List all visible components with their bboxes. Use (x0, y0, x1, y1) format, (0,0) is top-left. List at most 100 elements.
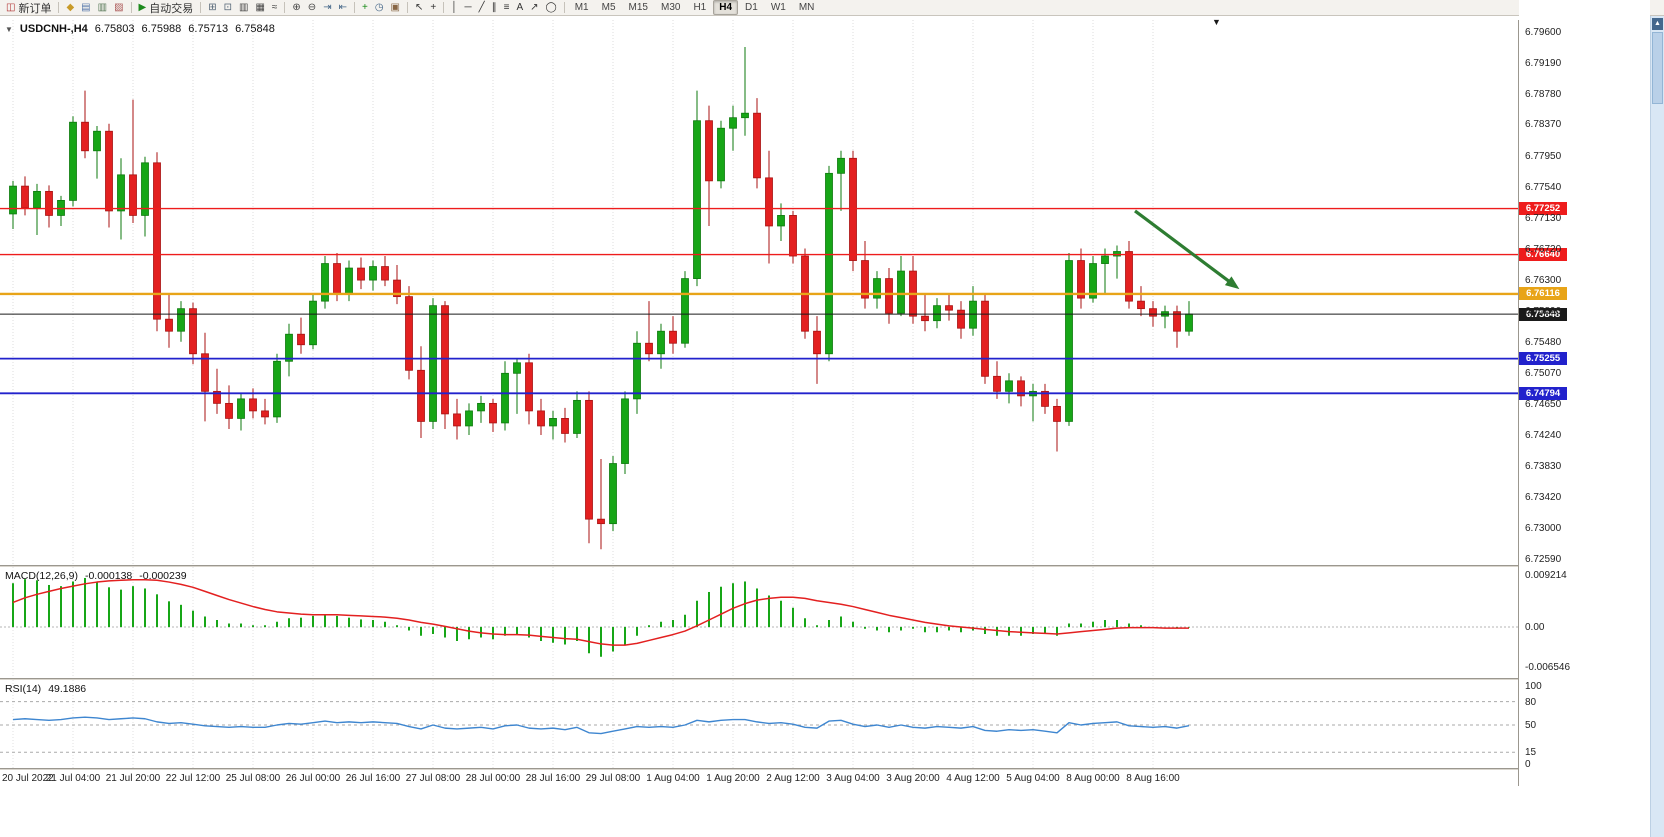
collapse-chart-icon[interactable]: ▼ (5, 25, 13, 34)
price-tick-label: 6.73000 (1525, 523, 1562, 535)
macd-header: MACD(12,26,9) -0.000138 -0.000239 (5, 570, 187, 582)
price-axis-column[interactable]: 6.77252 6.76640 6.76116 6.75848 6.75255 6.747… (1519, 0, 1650, 837)
cursor-icon[interactable]: ↖ (412, 1, 426, 15)
timeframe-h1-button[interactable]: H1 (693, 2, 707, 13)
time-axis-label: 1 Aug 20:00 (706, 773, 760, 784)
timeframe-m15-button[interactable]: M15 (628, 2, 648, 13)
zoom-in-icon: ⊕ (292, 1, 301, 13)
time-axis-label: 20 Jul 2022 (2, 773, 54, 784)
toolbar-separator (58, 2, 60, 13)
chart-low-value: 6.75713 (188, 23, 229, 35)
time-axis-label: 26 Jul 00:00 (285, 773, 341, 784)
chart-high-value: 6.75988 (141, 23, 182, 35)
price-tick-label: 6.72590 (1525, 554, 1562, 565)
toolbar-separator (407, 2, 408, 13)
time-axis-label: 28 Jul 00:00 (465, 773, 521, 784)
pane-splitter[interactable] (0, 768, 1650, 770)
time-axis-label: 21 Jul 20:00 (105, 773, 161, 784)
arrow-tool-icon[interactable]: ↗ (527, 1, 541, 15)
timeframe-h4-button[interactable]: H4 (713, 0, 739, 15)
price-tick-label: 6.75480 (1525, 336, 1562, 348)
time-axis-label: 3 Aug 04:00 (826, 773, 880, 784)
cascade-windows-icon[interactable]: ⊡ (221, 1, 235, 15)
macd-tick-label: 0.009214 (1525, 570, 1567, 581)
auto-scroll-icon[interactable]: ⇥ (320, 1, 334, 15)
timeframe-mn-button[interactable]: MN (798, 2, 815, 13)
text-tool-icon: A (516, 1, 524, 13)
trendline-icon[interactable]: ╱ (476, 1, 488, 15)
timeframe-m5-button[interactable]: M5 (601, 2, 616, 13)
chart-shift-icon[interactable]: ⇤ (336, 1, 350, 15)
new-order-button-label: 新订单 (18, 2, 52, 15)
fibonacci-icon[interactable]: ≡ (501, 1, 513, 15)
chart-symbol-label: USDCNH-,H4 (19, 23, 88, 35)
price-tick-label: 6.79600 (1525, 27, 1562, 38)
toolbar-separator (563, 2, 565, 13)
pane-splitter[interactable] (0, 678, 1650, 680)
market-watch-icon[interactable]: ◆ (63, 1, 77, 15)
toolbar-separator (130, 2, 132, 13)
vertical-scrollbar[interactable]: ▲ (1650, 16, 1664, 837)
time-axis[interactable]: 20 Jul 2022 21 Jul 04:00 21 Jul 20:00 22 Ju… (0, 770, 1650, 787)
line-chart-icon: ≈ (271, 1, 278, 13)
templates-icon: ▣ (390, 1, 400, 13)
indicators-add-icon: + (361, 1, 368, 13)
timeframe-m30-button[interactable]: M30 (660, 2, 681, 13)
rsi-tick-label: 100 (1525, 681, 1542, 692)
time-axis-label: 21 Jul 04:00 (45, 773, 101, 784)
new-order-button[interactable]: ◫ 新订单 (3, 1, 54, 15)
text-tool-icon[interactable]: A (513, 1, 526, 15)
toolbar-separator (200, 2, 202, 13)
terminal-icon[interactable]: ▨ (111, 1, 126, 15)
data-window-icon[interactable]: ▤ (78, 1, 93, 15)
macd-title: MACD(12,26,9) (5, 570, 78, 582)
rsi-tick-label: 50 (1525, 720, 1537, 731)
timeframe-w1-button[interactable]: W1 (770, 2, 786, 13)
candlestick-chart-icon[interactable]: ▦ (252, 1, 267, 15)
autotrading-button[interactable]: ▶ 自动交易 (136, 1, 197, 15)
rsi-tick-label: 15 (1525, 747, 1537, 759)
bar-chart-icon[interactable]: ▥ (236, 1, 251, 15)
rsi-line (12, 716, 1190, 735)
line-chart-icon[interactable]: ≈ (269, 1, 281, 15)
tile-windows-icon[interactable]: ⊞ (205, 1, 219, 15)
rsi-canvas[interactable] (0, 680, 1518, 768)
pane-splitter[interactable] (0, 565, 1650, 567)
gridlines (12, 20, 1154, 565)
scrollbar-up-arrow-icon[interactable]: ▲ (1652, 18, 1663, 30)
toolbar: ◫ 新订单 ◆ ▤ ▥ ▨ ▶ 自动交易 ⊞ ⊡ ▥ ▦ ≈ ⊕ ⊖ ⇥ ⇤ + ◷ ▣ ↖ + │ ─ ╱ ∥ ≡ A ↗ ◯ M1 M5 M… (0, 0, 1664, 16)
horizontal-line-icon[interactable]: ─ (461, 1, 474, 15)
play-icon: ▶ (138, 1, 147, 13)
zoom-out-icon[interactable]: ⊖ (305, 1, 319, 15)
price-chart-canvas[interactable] (0, 20, 1518, 565)
vertical-line-icon[interactable]: │ (448, 1, 460, 15)
templates-icon[interactable]: ▣ (388, 1, 403, 15)
shapes-tool-icon: ◯ (545, 1, 557, 13)
crosshair-icon[interactable]: + (427, 1, 439, 15)
timeframe-d1-button[interactable]: D1 (745, 2, 758, 13)
channel-icon[interactable]: ∥ (489, 1, 500, 15)
current-price-label-box: 6.75848 (1519, 307, 1567, 321)
price-level-label-box: 6.76640 (1519, 248, 1567, 262)
macd-canvas[interactable] (0, 567, 1518, 678)
price-tick-label: 6.73420 (1525, 491, 1562, 503)
zoom-in-icon[interactable]: ⊕ (289, 1, 303, 15)
time-axis-label: 8 Aug 00:00 (1066, 773, 1120, 784)
chart-shift-marker-icon[interactable]: ▼ (1212, 17, 1221, 27)
macd-signal-value: -0.000239 (139, 570, 187, 582)
rsi-tick-label: 80 (1525, 696, 1537, 708)
trend-arrow-annotation[interactable] (1134, 209, 1240, 290)
indicators-add-icon[interactable]: + (359, 1, 371, 15)
candles-series (9, 47, 1193, 550)
price-tick-label: 6.76720 (1525, 243, 1562, 255)
navigator-icon: ▥ (97, 1, 108, 13)
macd-tick-label: 0.00 (1525, 622, 1545, 633)
scrollbar-thumb[interactable] (1652, 32, 1663, 104)
shapes-tool-icon[interactable]: ◯ (543, 1, 560, 15)
time-axis-label: 26 Jul 16:00 (345, 773, 401, 784)
navigator-icon[interactable]: ▥ (95, 1, 110, 15)
periods-clock-icon[interactable]: ◷ (372, 1, 387, 15)
timeframe-m1-button[interactable]: M1 (574, 2, 589, 13)
price-tick-label: 6.74650 (1525, 399, 1562, 411)
